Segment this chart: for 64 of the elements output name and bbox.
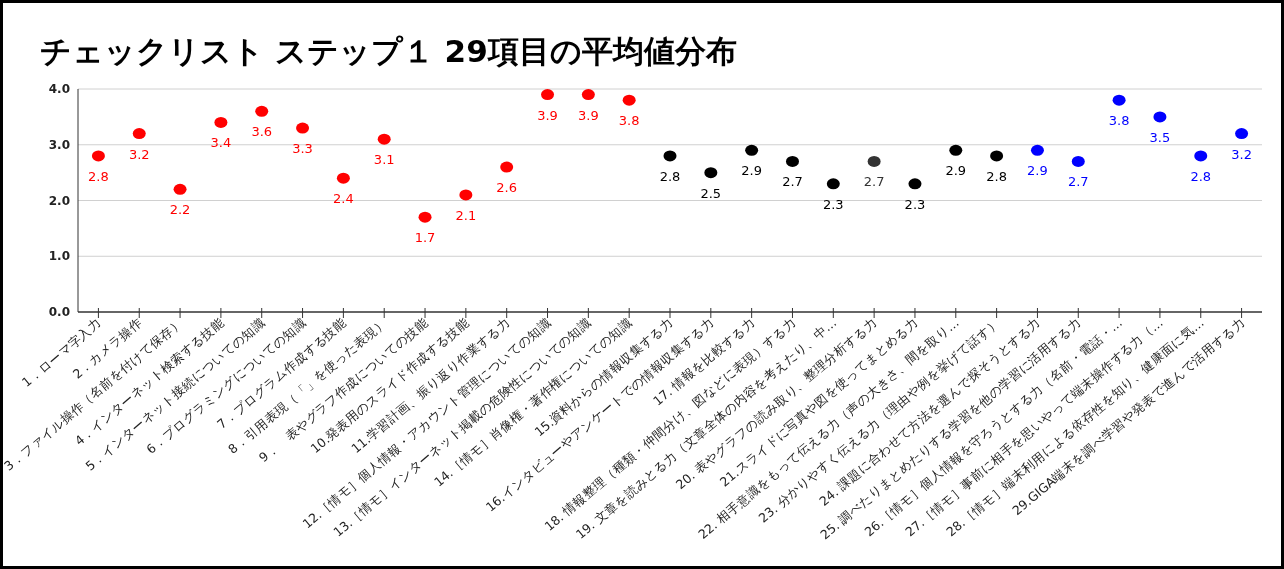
data-label: 3.6 (251, 124, 273, 140)
data-label: 2.3 (822, 196, 844, 212)
data-label: 2.2 (169, 202, 191, 218)
data-label: 2.1 (455, 207, 477, 223)
data-label: 2.5 (700, 185, 722, 201)
point (581, 89, 595, 101)
data-label: 2.7 (863, 174, 885, 190)
data-label: 3.9 (537, 107, 558, 123)
data-label: 2.9 (1027, 163, 1048, 179)
point (1071, 155, 1085, 167)
point (1030, 144, 1044, 156)
point (826, 178, 840, 190)
point (867, 155, 881, 167)
chart-title: チェックリスト ステップ１ 29項目の平均値分布 (40, 33, 737, 69)
data-label: 3.2 (1231, 146, 1252, 162)
data-label: 2.3 (904, 196, 926, 212)
data-label: 1.7 (414, 230, 436, 246)
data-label: 3.1 (373, 152, 395, 168)
point (214, 116, 228, 128)
y-tick-label: 4.0 (48, 82, 70, 96)
data-label: 2.7 (782, 174, 803, 190)
y-tick-label: 0.0 (48, 305, 70, 319)
point (663, 150, 677, 162)
data-label: 3.2 (128, 146, 150, 162)
point (1112, 94, 1126, 106)
data-label: 2.7 (1067, 174, 1089, 190)
point (91, 150, 105, 162)
point (173, 183, 187, 195)
data-label: 3.8 (1108, 113, 1130, 129)
point (336, 172, 350, 184)
data-label: 3.4 (210, 135, 232, 151)
point (1194, 150, 1208, 162)
data-label: 2.8 (88, 168, 109, 184)
point (1153, 111, 1167, 123)
data-label: 2.9 (945, 163, 967, 179)
point (908, 178, 922, 190)
point (704, 167, 718, 179)
data-label: 2.8 (659, 168, 681, 184)
data-label: 3.5 (1149, 129, 1171, 145)
data-label: 3.9 (578, 107, 599, 123)
point (418, 211, 432, 223)
point (377, 133, 391, 145)
point (745, 144, 759, 156)
data-label: 2.4 (333, 191, 354, 207)
point (990, 150, 1004, 162)
data-label: 2.9 (741, 163, 762, 179)
point (1235, 128, 1249, 140)
data-label: 3.8 (618, 113, 640, 129)
y-tick-label: 1.0 (48, 249, 70, 264)
point (785, 155, 799, 167)
data-label: 2.8 (1190, 168, 1212, 184)
data-label: 3.3 (292, 141, 313, 157)
point (500, 161, 514, 173)
point (296, 122, 310, 134)
point (622, 94, 636, 106)
point (541, 89, 555, 101)
data-label: 2.6 (496, 180, 518, 196)
point (255, 105, 269, 117)
y-tick-label: 2.0 (48, 193, 70, 208)
point (949, 144, 963, 156)
point (459, 189, 473, 201)
data-label: 2.8 (986, 168, 1007, 184)
point (132, 128, 146, 140)
y-tick-label: 3.0 (48, 137, 70, 152)
